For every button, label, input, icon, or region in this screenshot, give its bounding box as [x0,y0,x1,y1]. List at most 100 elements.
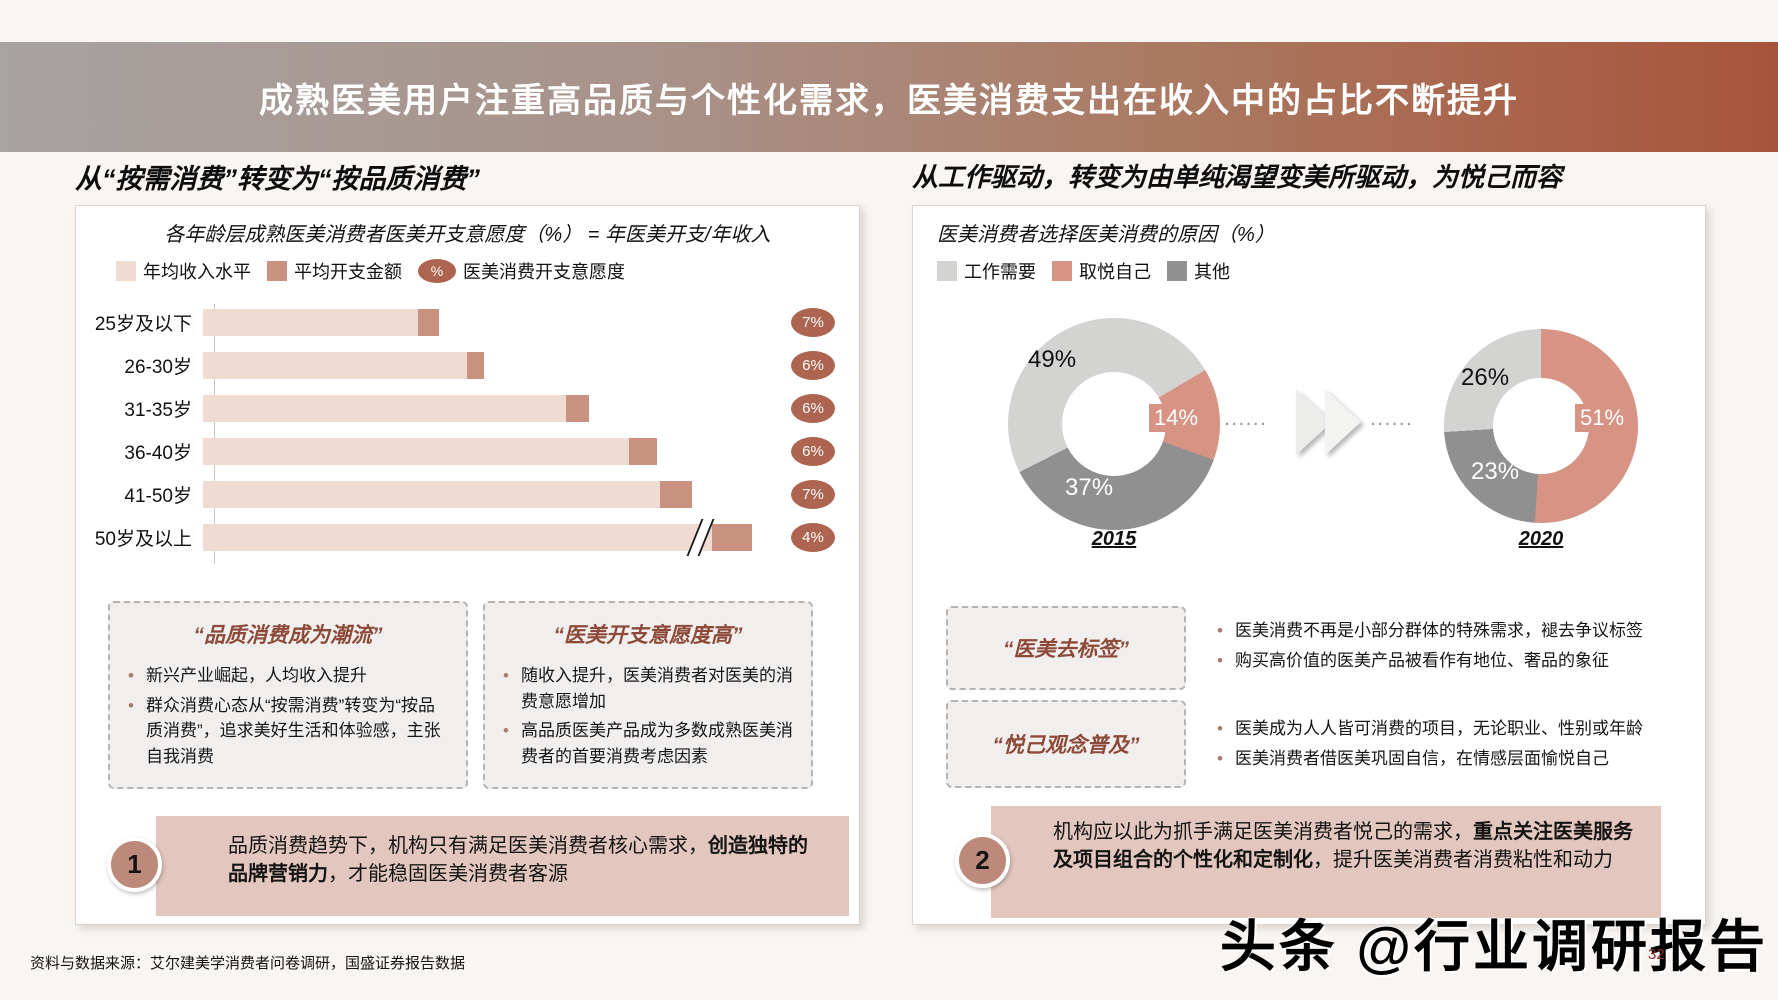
income-bar [203,524,713,551]
left-chart-subtitle: 各年龄层成熟医美消费者医美开支意愿度（%） = 年医美开支/年收入 [164,224,771,246]
legend-item-other: 其他 [1167,258,1230,284]
callout-number-2: 2 [955,833,1010,888]
spend-swatch [267,261,287,281]
left-chart-legend: 年均收入水平 平均开支金额 % 医美消费开支意愿度 [116,258,625,284]
bar-row: 31-35岁 6% [76,387,859,430]
slice-label-2020-other: 23% [1471,458,1520,485]
left-callout: 品质消费趋势下，机构只有满足医美消费者核心需求，创造独特的品牌营销力，才能稳固医… [156,816,849,916]
work-swatch [937,261,957,281]
right-card: 医美消费者选择医美消费的原因（%） 工作需要 取悦自己 其他 49% 14% 3… [912,205,1706,925]
bar-category-label: 41-50岁 [124,486,192,507]
willingness-badge: 7% [791,308,835,337]
bullet-item: 购买高价值的医美产品被看作有地位、奢品的象征 [1217,648,1675,674]
callout-text: 品质消费趋势下，机构只有满足医美消费者核心需求，创造独特的品牌营销力，才能稳固医… [228,832,827,889]
legend-item-work: 工作需要 [937,258,1036,284]
bar-category-label: 26-30岁 [124,357,192,378]
insight-bullets: 随收入提升，医美消费者对医美的消费意愿增加 高品质医美产品成为多数成熟医美消费者… [485,663,811,769]
slice-label-2015-other: 37% [1065,474,1114,501]
legend-item-spend: 平均开支金额 [267,258,402,284]
bar-category-label: 36-40岁 [124,443,192,464]
label-box-title: “悦己观念普及” [992,734,1140,757]
legend-label: 其他 [1194,262,1230,282]
self-pleasing-bullets: 医美成为人人皆可消费的项目，无论职业、性别或年龄 医美消费者借医美巩固自信，在情… [1199,716,1691,775]
bullet-item: 医美消费不再是小部分群体的特殊需求，褪去争议标签 [1217,618,1675,644]
header-band: 成熟医美用户注重高品质与个性化需求，医美消费支出在收入中的占比不断提升 [0,42,1778,152]
willingness-badge: 7% [791,480,835,509]
income-bar [203,395,566,422]
right-chart-subtitle: 医美消费者选择医美消费的原因（%） [937,224,1275,246]
legend-item-willingness: % 医美消费开支意愿度 [418,258,625,284]
page-number: 32 [1648,946,1665,963]
bar-track [203,438,759,465]
donut-year-2015: 2015 [1091,528,1137,550]
income-bar [203,481,661,508]
insight-bullets: 新兴产业崛起，人均收入提升 群众消费心态从“按需消费”转变为“按品质消费”，追求… [110,663,466,769]
spend-bar [417,309,439,336]
spend-bar [712,524,753,551]
self-swatch [1052,261,1072,281]
spend-bar [565,395,590,422]
donut-year-2020: 2020 [1518,528,1564,550]
right-chart-legend: 工作需要 取悦自己 其他 [937,258,1230,284]
income-bar [203,309,418,336]
callout-number-1: 1 [107,837,162,892]
bullet-item: 群众消费心态从“按需消费”转变为“按品质消费”，追求美好生活和体验感，主张自我消… [128,693,450,770]
willingness-badge: 6% [791,437,835,466]
willingness-badge: 4% [791,523,835,552]
label-box-title: “医美去标签” [1003,638,1129,661]
bar-category-label: 31-35岁 [124,400,192,421]
callout-text: 机构应以此为抓手满足医美消费者悦己的需求，重点关注医美服务及项目组合的个性化和定… [1053,818,1643,875]
callout-text-before: 机构应以此为抓手满足医美消费者悦己的需求， [1053,821,1473,843]
data-source-note: 资料与数据来源：艾尔建美学消费者问卷调研，国盛证券报告数据 [30,955,466,972]
callout-text-bold: 重点关注医美服务及项目组合的个性化和定制化 [1053,821,1633,872]
bar-track [203,519,759,556]
legend-label: 工作需要 [964,262,1036,282]
insight-box-title: “医美开支意愿度高” [553,624,743,647]
bar-axis-line [214,304,215,564]
transition-arrow-icon [1325,389,1361,455]
bar-row: 41-50岁 7% [76,473,859,516]
bar-track [203,395,759,422]
slice-label-2020-self: 51% [1575,404,1630,432]
slice-label-2015-work: 49% [1028,346,1077,373]
watermark: 头条 @行业调研报告 [1219,915,1768,978]
legend-item-self: 取悦自己 [1052,258,1151,284]
bar-category-label: 25岁及以下 [94,314,192,335]
bullet-item: 高品质医美产品成为多数成熟医美消费者的首要消费考虑因素 [503,718,795,769]
slice-label-2020-work: 26% [1461,364,1510,391]
willingness-badge: 6% [791,394,835,423]
income-bar [203,352,467,379]
callout-text-before: 品质消费趋势下，机构只有满足医美消费者核心需求， [228,835,708,857]
legend-label: 医美消费开支意愿度 [463,262,625,282]
right-section-title: 从工作驱动，转变为由单纯渴望变美所驱动，为悦己而容 [912,162,1563,192]
destigmatize-bullets: 医美消费不再是小部分群体的特殊需求，褪去争议标签 购买高价值的医美产品被看作有地… [1199,618,1691,677]
bullet-item: 随收入提升，医美消费者对医美的消费意愿增加 [503,663,795,714]
legend-label: 取悦自己 [1079,262,1151,282]
page-title: 成熟医美用户注重高品质与个性化需求，医美消费支出在收入中的占比不断提升 [259,81,1519,120]
income-bar [203,438,630,465]
bar-row: 36-40岁 6% [76,430,859,473]
bar-row: 26-30岁 6% [76,344,859,387]
other-swatch [1167,261,1187,281]
insight-box-quality-trend: “品质消费成为潮流” 新兴产业崛起，人均收入提升 群众消费心态从“按需消费”转变… [108,601,468,789]
bullet-item: 医美成为人人皆可消费的项目，无论职业、性别或年龄 [1217,716,1675,742]
callout-text-bold: 创造独特的品牌营销力 [228,835,808,886]
willingness-badge: 6% [791,351,835,380]
bar-track [203,481,759,508]
callout-text-after: ，才能稳固医美消费者客源 [328,863,568,886]
spend-bar [660,481,693,508]
left-section-title: 从“按需消费”转变为“按品质消费” [75,164,480,194]
label-box-self-pleasing: “悦己观念普及” [946,700,1186,788]
slice-label-2015-self: 14% [1149,404,1204,432]
label-box-destigmatize: “医美去标签” [946,606,1186,690]
left-card: 各年龄层成熟医美消费者医美开支意愿度（%） = 年医美开支/年收入 年均收入水平… [75,205,860,925]
spend-bar [629,438,658,465]
dots-left: ...... [1225,412,1269,429]
bullet-item: 新兴产业崛起，人均收入提升 [128,663,450,689]
dots-right: ...... [1371,412,1415,429]
insight-box-title: “品质消费成为潮流” [193,624,383,647]
percent-badge-icon: % [418,259,456,283]
income-swatch [116,261,136,281]
insight-box-willingness: “医美开支意愿度高” 随收入提升，医美消费者对医美的消费意愿增加 高品质医美产品… [483,601,813,789]
